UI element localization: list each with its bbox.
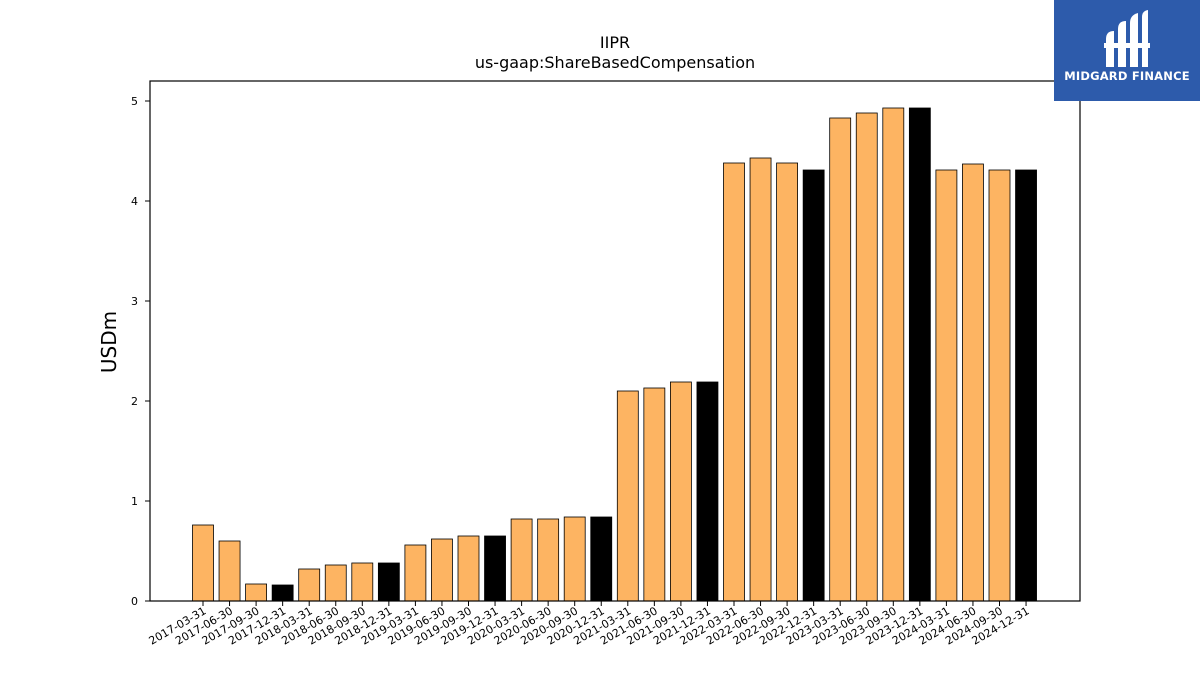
bar-2020-03-31 (510, 518, 533, 602)
bar-2021-03-31 (616, 390, 639, 602)
chart-title: IIPR (600, 33, 630, 52)
bar-2023-03-31 (829, 117, 852, 602)
bar-2017-09-30 (245, 583, 268, 602)
bar-2018-12-31 (377, 562, 400, 602)
bar-2021-12-31 (696, 381, 719, 602)
brand-logo: MIDGARD FINANCE (1054, 0, 1200, 101)
bar-2018-03-31 (298, 568, 321, 602)
bar-2019-09-30 (457, 535, 480, 602)
bar-2019-06-30 (431, 538, 453, 602)
bar-2022-06-30 (749, 157, 772, 602)
bar-2019-03-31 (404, 544, 427, 602)
y-axis-label: USDm (97, 311, 121, 373)
y-tick-label: 5 (131, 95, 138, 108)
y-tick-label: 3 (131, 295, 138, 308)
bar-2020-12-31 (590, 516, 613, 602)
y-tick-label: 0 (131, 595, 138, 608)
bar-2021-09-30 (670, 381, 692, 602)
bar-2017-06-30 (218, 540, 241, 602)
bar-2023-09-30 (882, 107, 905, 602)
bar-2020-06-30 (537, 518, 560, 602)
bar-2020-09-30 (563, 516, 586, 602)
bar-2024-06-30 (962, 163, 984, 602)
x-ticks-group: 2017-03-312017-06-302017-09-302017-12-31… (147, 601, 1032, 648)
bar-2024-03-31 (935, 169, 958, 602)
bar-2018-09-30 (351, 562, 374, 602)
bars-group (192, 107, 1037, 602)
bar-2019-12-31 (484, 535, 506, 602)
y-tick-label: 4 (131, 195, 138, 208)
bar-2022-12-31 (802, 169, 825, 602)
y-ticks-group: 0 1 2 3 4 5 (131, 95, 150, 608)
y-tick-label: 2 (131, 395, 138, 408)
chart-subtitle: us-gaap:ShareBasedCompensation (475, 53, 755, 72)
brand-name: MIDGARD FINANCE (1064, 69, 1190, 83)
logo-mark-icon (1104, 10, 1150, 67)
bar-2024-12-31 (1015, 169, 1037, 602)
bar-2017-03-31 (192, 524, 214, 602)
bar-2024-09-30 (988, 169, 1011, 602)
bar-2018-06-30 (324, 564, 347, 602)
bar-2017-12-31 (271, 584, 294, 602)
bar-2023-12-31 (908, 107, 931, 602)
bar-2021-06-30 (643, 387, 666, 602)
plot-frame (149, 80, 1081, 602)
bar-2022-03-31 (723, 162, 745, 602)
bar-2022-09-30 (776, 162, 798, 602)
y-tick-label: 1 (131, 495, 138, 508)
bar-2023-06-30 (855, 112, 878, 602)
